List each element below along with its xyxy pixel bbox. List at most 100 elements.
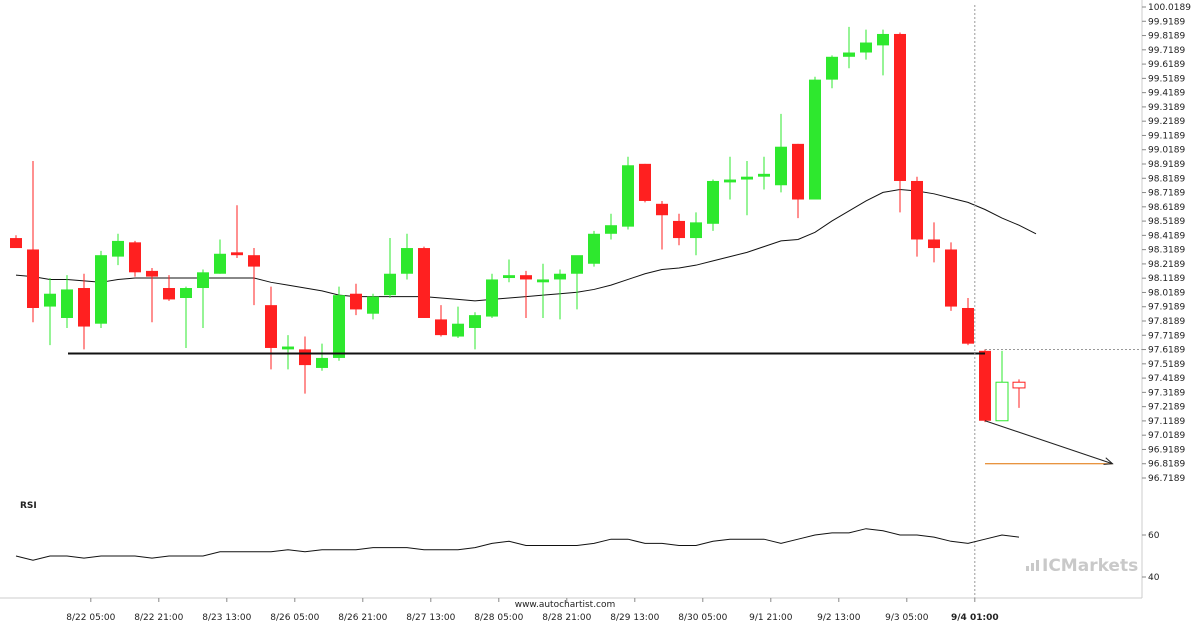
price-tick-label: 97.0189 [1148, 431, 1185, 441]
candle-body [741, 176, 753, 180]
time-tick-label: 8/23 13:00 [202, 613, 251, 623]
candle-body [843, 52, 855, 57]
time-tick-label: 8/28 21:00 [542, 613, 591, 623]
candle-body [61, 289, 73, 318]
candle-body [333, 295, 345, 358]
candle-body [792, 143, 804, 200]
price-tick-label: 97.9189 [1148, 303, 1185, 313]
candle-body [1012, 381, 1026, 389]
candle-body [452, 323, 464, 337]
source-text: www.autochartist.com [515, 600, 616, 610]
candle-body [384, 273, 396, 296]
rsi-panel: 60 40 [15, 528, 1160, 583]
candle-body [231, 252, 243, 256]
price-tick-label: 99.1189 [1148, 131, 1185, 141]
candle-body [486, 279, 498, 317]
time-axis: 8/22 05:00 8/22 21:00 8/23 13:00 8/26 05:00… [0, 597, 1142, 623]
candle-body [265, 305, 277, 348]
candles [10, 26, 1026, 423]
price-tick-label: 99.2189 [1148, 117, 1185, 127]
rsi-tick-label: 40 [1148, 573, 1160, 583]
price-tick-label: 97.2189 [1148, 403, 1185, 413]
candle-body [78, 288, 90, 327]
price-tick-label: 99.4189 [1148, 89, 1185, 99]
candle-body [520, 275, 532, 280]
price-tick-label: 98.5189 [1148, 217, 1185, 227]
price-tick-label: 97.8189 [1148, 317, 1185, 327]
candle-body [503, 275, 515, 279]
candle-body [95, 255, 107, 324]
price-tick-label: 97.3189 [1148, 388, 1185, 398]
candle-body [44, 293, 56, 307]
brand-watermark: ICMarkets [1042, 556, 1138, 576]
price-tick-label: 99.9189 [1148, 17, 1185, 27]
price-tick-label: 97.6189 [1148, 346, 1185, 356]
price-tick-label: 98.1189 [1148, 274, 1185, 284]
candle-body [129, 242, 141, 273]
candle-body [639, 163, 651, 201]
candle-body [622, 165, 634, 227]
candle-body [299, 349, 311, 366]
price-tick-label: 99.0189 [1148, 146, 1185, 156]
candle-body [877, 33, 889, 46]
candle-body [588, 233, 600, 264]
candle-body [350, 293, 362, 310]
candle-body [894, 33, 906, 181]
candle-body [27, 249, 39, 308]
price-tick-label: 96.7189 [1148, 474, 1185, 484]
candle-body [248, 255, 260, 267]
candle-body [554, 273, 566, 280]
candle-body [401, 248, 413, 274]
price-tick-label: 98.7189 [1148, 189, 1185, 199]
price-tick-label: 97.4189 [1148, 374, 1185, 384]
candle-body [10, 238, 22, 249]
candle-body [146, 270, 158, 277]
candle-body [758, 173, 770, 177]
price-tick-label: 99.3189 [1148, 103, 1185, 113]
candle-body [995, 381, 1009, 422]
candle-body [911, 180, 923, 240]
candle-body [775, 146, 787, 186]
price-tick-label: 98.3189 [1148, 246, 1185, 256]
time-tick-label: 8/26 05:00 [270, 613, 319, 623]
time-tick-label: 9/4 01:00 [951, 613, 999, 623]
candle-body [928, 239, 940, 249]
price-tick-label: 98.4189 [1148, 231, 1185, 241]
icmarkets-logo: ICMarkets [1026, 556, 1138, 576]
time-tick-label: 8/22 21:00 [134, 613, 183, 623]
projection-arrowhead [1103, 457, 1114, 465]
candle-body [826, 56, 838, 80]
candle-body [367, 296, 379, 314]
price-tick-label: 98.0189 [1148, 288, 1185, 298]
price-tick-label: 100.0189 [1148, 3, 1191, 13]
candle-body [163, 288, 175, 300]
price-tick-label: 98.8189 [1148, 174, 1185, 184]
levels [68, 5, 1142, 598]
price-tick-label: 97.7189 [1148, 331, 1185, 341]
time-tick-label: 8/26 21:00 [338, 613, 387, 623]
candle-body [724, 179, 736, 183]
price-tick-label: 99.7189 [1148, 46, 1185, 56]
candle-body [282, 346, 294, 350]
candle-body [673, 220, 685, 239]
candle-body [214, 253, 226, 274]
rsi-line [15, 528, 1020, 561]
candle-body [418, 248, 430, 318]
candle-body [469, 315, 481, 328]
price-tick-label: 98.2189 [1148, 260, 1185, 270]
candle-body [707, 180, 719, 224]
time-tick-label: 8/29 13:00 [610, 613, 659, 623]
price-tick-label: 99.6189 [1148, 60, 1185, 70]
time-tick-label: 8/30 05:00 [678, 613, 727, 623]
candle-body [571, 255, 583, 274]
time-tick-label: 8/28 05:00 [474, 613, 523, 623]
time-tick-label: 9/1 21:00 [749, 613, 793, 623]
candle-body [537, 279, 549, 283]
price-tick-label: 98.6189 [1148, 203, 1185, 213]
candle-body [316, 357, 328, 368]
time-tick-label: 8/22 05:00 [66, 613, 115, 623]
price-axis: 100.0189 99.9189 99.8189 99.7189 99.6189 99.5… [1141, 0, 1191, 598]
candle-body [962, 307, 974, 344]
price-tick-label: 99.8189 [1148, 32, 1185, 42]
